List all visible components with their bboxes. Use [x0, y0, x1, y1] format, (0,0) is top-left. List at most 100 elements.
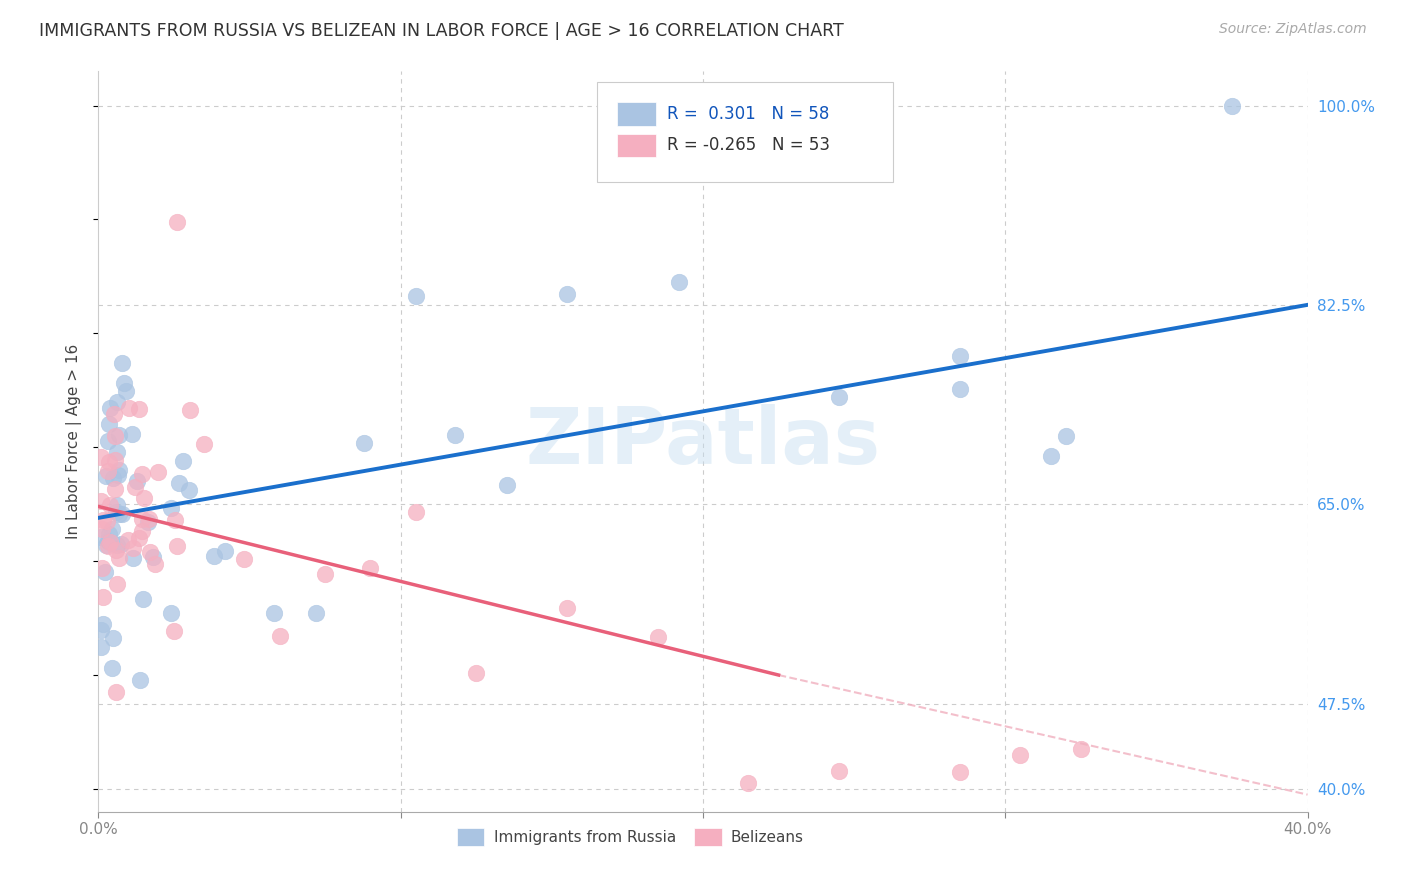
- Point: [405, 288, 427, 302]
- Point: [100, 522, 122, 536]
- Point: [90, 530, 112, 544]
- Point: [104, 685, 127, 699]
- Point: [98, 401, 121, 415]
- Point: [108, 428, 131, 442]
- Point: [142, 550, 165, 565]
- Point: [163, 513, 186, 527]
- Point: [105, 499, 128, 513]
- Point: [131, 592, 153, 607]
- Point: [96, 514, 118, 528]
- Point: [93, 590, 115, 604]
- Text: R =  0.301   N = 58: R = 0.301 N = 58: [666, 104, 830, 122]
- Point: [314, 567, 336, 582]
- Point: [360, 560, 382, 574]
- Point: [118, 401, 141, 416]
- Point: [1070, 742, 1092, 756]
- Point: [828, 390, 851, 404]
- Point: [91, 522, 114, 536]
- Point: [1039, 450, 1062, 464]
- Point: [949, 349, 972, 363]
- Point: [101, 631, 124, 645]
- Point: [166, 539, 188, 553]
- Point: [202, 549, 225, 563]
- Point: [110, 537, 132, 551]
- Point: [139, 545, 162, 559]
- Point: [128, 531, 150, 545]
- Legend: Immigrants from Russia, Belizeans: Immigrants from Russia, Belizeans: [451, 822, 810, 852]
- Point: [105, 445, 128, 459]
- Point: [97, 434, 120, 448]
- Point: [100, 498, 122, 512]
- Point: [105, 394, 128, 409]
- Point: [179, 402, 201, 417]
- Point: [1010, 747, 1032, 762]
- Point: [104, 543, 127, 558]
- Point: [111, 356, 134, 370]
- Point: [136, 515, 159, 529]
- Point: [160, 501, 183, 516]
- FancyBboxPatch shape: [596, 82, 893, 183]
- Point: [121, 427, 143, 442]
- Point: [263, 607, 285, 621]
- Point: [112, 376, 135, 390]
- Point: [94, 565, 117, 579]
- Point: [131, 467, 153, 482]
- Text: R = -0.265   N = 53: R = -0.265 N = 53: [666, 136, 830, 153]
- Y-axis label: In Labor Force | Age > 16: In Labor Force | Age > 16: [66, 344, 83, 539]
- Point: [138, 512, 160, 526]
- Point: [269, 629, 291, 643]
- Point: [465, 665, 488, 680]
- Point: [353, 435, 375, 450]
- Point: [94, 468, 117, 483]
- Point: [90, 640, 112, 655]
- Point: [555, 600, 578, 615]
- Point: [163, 624, 186, 638]
- Point: [555, 286, 578, 301]
- Point: [104, 429, 127, 443]
- Point: [129, 673, 152, 687]
- Point: [495, 478, 517, 492]
- Text: Source: ZipAtlas.com: Source: ZipAtlas.com: [1219, 22, 1367, 37]
- Point: [108, 507, 131, 521]
- Point: [143, 558, 166, 572]
- Point: [97, 463, 120, 477]
- Point: [111, 507, 134, 521]
- Point: [193, 437, 215, 451]
- Point: [214, 544, 236, 558]
- Point: [101, 661, 124, 675]
- Point: [160, 606, 183, 620]
- Point: [107, 467, 129, 482]
- Point: [107, 551, 129, 566]
- Point: [90, 624, 112, 638]
- Point: [97, 527, 120, 541]
- Point: [127, 474, 149, 488]
- Point: [98, 455, 121, 469]
- Point: [103, 408, 125, 422]
- Point: [444, 428, 467, 442]
- Point: [121, 541, 143, 556]
- Point: [146, 465, 169, 479]
- Text: ZIPatlas: ZIPatlas: [526, 403, 880, 480]
- Point: [90, 450, 112, 465]
- Point: [128, 401, 150, 416]
- Point: [105, 576, 128, 591]
- FancyBboxPatch shape: [617, 134, 655, 157]
- Point: [232, 551, 254, 566]
- Point: [104, 453, 127, 467]
- Point: [91, 617, 114, 632]
- Point: [1220, 98, 1243, 112]
- Point: [108, 463, 131, 477]
- Point: [949, 764, 972, 779]
- Point: [169, 476, 191, 491]
- Point: [115, 384, 138, 398]
- Point: [305, 606, 328, 620]
- Point: [121, 551, 143, 566]
- Point: [104, 505, 127, 519]
- Point: [166, 215, 188, 229]
- Point: [96, 538, 118, 552]
- Point: [405, 505, 427, 519]
- Point: [172, 454, 194, 468]
- Point: [131, 512, 153, 526]
- Point: [104, 482, 127, 496]
- Point: [132, 491, 155, 505]
